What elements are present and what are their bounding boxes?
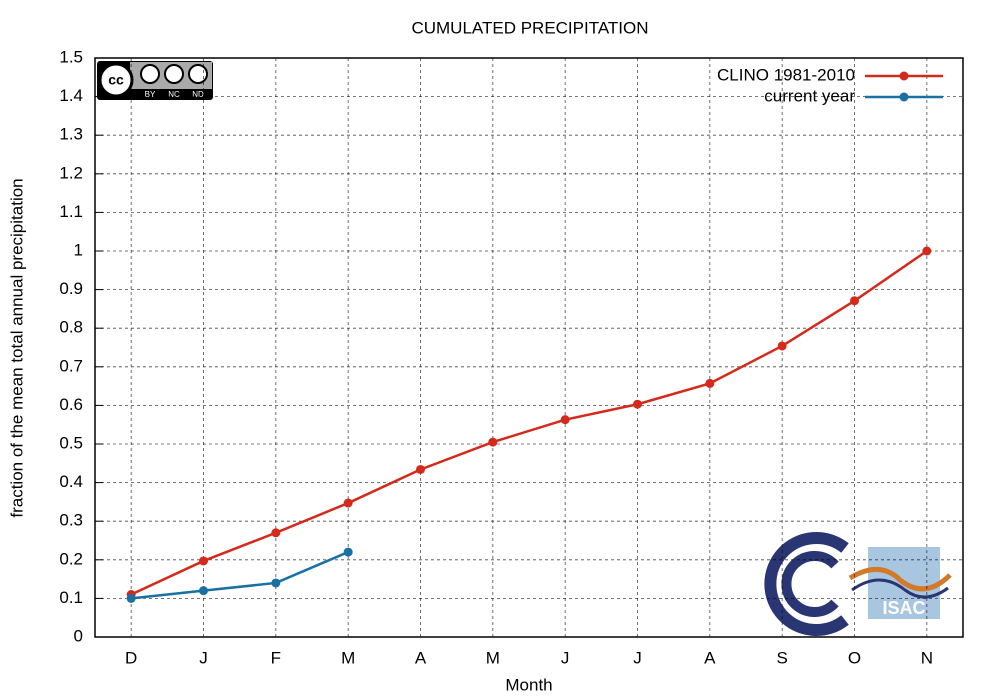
y-tick-label: 1.3 — [59, 125, 83, 144]
y-tick-label: 1.1 — [59, 202, 83, 221]
cnr-arc — [781, 551, 839, 617]
by-icon — [140, 64, 160, 84]
data-point — [271, 528, 281, 538]
y-tick-label: 0.7 — [59, 356, 83, 375]
data-point — [922, 246, 932, 256]
legend-label: CLINO 1981-2010 — [717, 65, 855, 84]
y-tick-label: 0.9 — [59, 279, 83, 298]
isac-wave — [851, 578, 949, 599]
x-tick-label: J — [561, 648, 570, 667]
x-axis-label: Month — [505, 675, 552, 694]
data-point — [199, 586, 208, 596]
nd-icon — [188, 64, 208, 84]
badge-label: BY — [145, 90, 156, 99]
cc-badge: cc BY NC ND — [97, 61, 213, 100]
data-point — [560, 415, 570, 425]
chart-title: CUMULATED PRECIPITATION — [411, 18, 648, 37]
x-tick-label: O — [848, 648, 861, 667]
data-point — [126, 593, 136, 603]
x-tick-label: S — [776, 648, 787, 667]
y-tick-label: 0.6 — [59, 395, 83, 414]
data-point — [488, 437, 498, 447]
y-tick-label: 1.2 — [59, 163, 83, 182]
data-point — [343, 498, 353, 508]
series-line — [130, 249, 928, 596]
isac-label: ISAC — [882, 598, 925, 618]
y-tick-label: 1 — [74, 240, 83, 259]
legend-marker — [899, 92, 909, 102]
data-point — [777, 341, 787, 351]
data-point — [705, 378, 715, 388]
data-point — [343, 547, 353, 557]
plot-frame — [94, 57, 964, 638]
legend-label: current year — [764, 86, 855, 105]
x-tick-label: M — [341, 648, 355, 667]
x-tick-label: D — [125, 648, 137, 667]
badge-label: cc — [108, 72, 124, 88]
cnr-arc — [764, 532, 849, 636]
y-tick-label: 0 — [74, 626, 83, 645]
y-tick-label: 0.1 — [59, 588, 83, 607]
x-tick-label: J — [199, 648, 208, 667]
y-tick-label: 0.8 — [59, 318, 83, 337]
y-tick-label: 1.5 — [59, 47, 83, 66]
y-tick-label: 0.2 — [59, 549, 83, 568]
series-line — [131, 550, 349, 600]
y-tick-label: 0.5 — [59, 433, 83, 452]
logos: ISAC — [764, 532, 952, 636]
x-tick-label: A — [704, 648, 716, 667]
cc-circle — [98, 62, 134, 98]
y-tick-label: 0.4 — [59, 472, 83, 491]
data-point — [850, 296, 859, 306]
data-point — [199, 556, 208, 566]
badge-label: ND — [192, 90, 204, 99]
y-tick-label: 1.4 — [59, 86, 83, 105]
x-tick-label: A — [415, 648, 427, 667]
x-tick-label: M — [486, 648, 500, 667]
badge-label: NC — [168, 90, 180, 99]
isac-wave — [848, 567, 952, 592]
y-axis-label: fraction of the mean total annual precip… — [7, 178, 26, 517]
legend-marker — [899, 71, 909, 81]
data-point — [633, 399, 642, 409]
data-point — [271, 578, 281, 588]
x-tick-label: N — [921, 648, 933, 667]
x-tick-label: J — [633, 648, 642, 667]
data-point — [416, 464, 425, 474]
y-tick-label: 0.3 — [59, 511, 83, 530]
x-tick-label: F — [271, 648, 281, 667]
nc-icon — [164, 64, 184, 84]
